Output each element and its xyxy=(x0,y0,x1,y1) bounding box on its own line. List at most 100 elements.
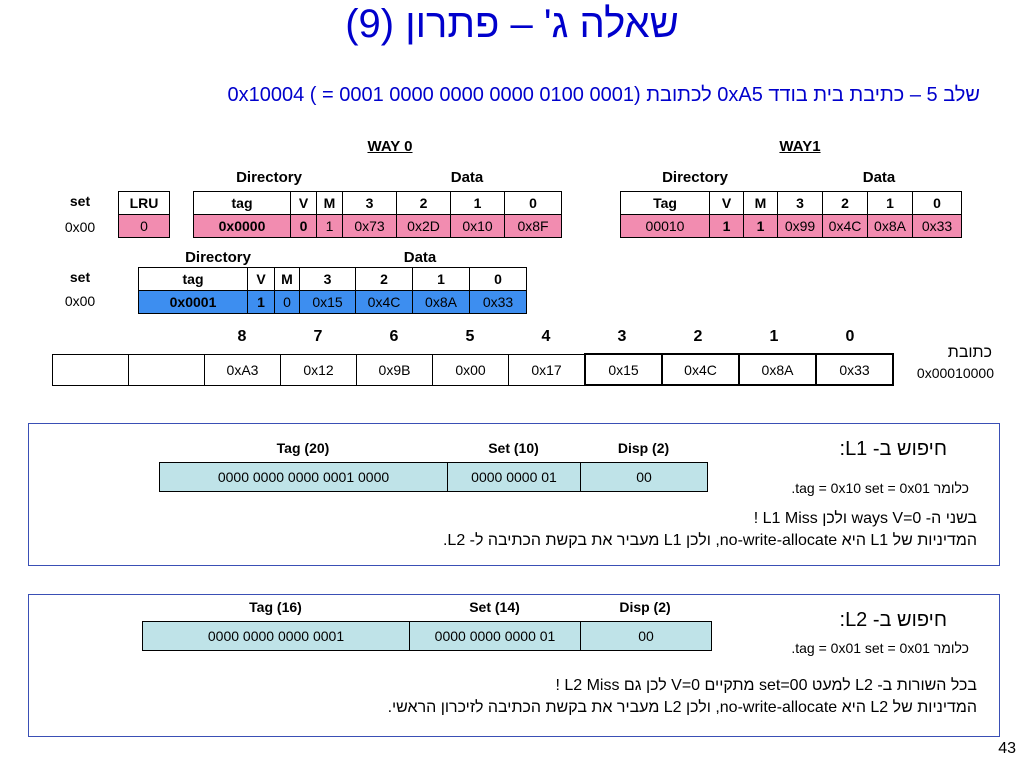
table-cell: 1 xyxy=(743,214,778,238)
step-subtitle: שלב 5 – כתיבת בית בודד 0xA5 לכתובת 0x100… xyxy=(227,84,980,106)
memory-index: 8 xyxy=(237,328,247,345)
l2-search-line1: בכל השורות ב- L2 למעט set=00 מתקיים V=0 … xyxy=(555,677,977,694)
table-cell: 1 xyxy=(247,290,275,314)
memory-cell: 0x00 xyxy=(432,353,509,386)
table-cell: 0x33 xyxy=(912,214,962,238)
l1-way1-directory-label: Directory xyxy=(662,169,728,186)
table-header: V xyxy=(247,267,275,291)
memory-address-label: כתובת xyxy=(947,344,992,361)
table-header: 1 xyxy=(412,267,470,291)
table-cell: 0x15 xyxy=(299,290,356,314)
l2-set-header: set xyxy=(69,269,91,285)
table-header: tag xyxy=(193,191,291,215)
table-header: 3 xyxy=(777,191,823,215)
table-header: V xyxy=(290,191,317,215)
table-header: M xyxy=(316,191,343,215)
memory-index: 3 xyxy=(617,328,627,345)
l2-search-meaning: כלומר tag = 0x01 set = 0x01. xyxy=(791,640,969,656)
memory-index: 4 xyxy=(541,328,551,345)
l1-search-meaning: כלומר tag = 0x10 set = 0x01. xyxy=(791,480,969,496)
address-field: 00 xyxy=(580,621,712,651)
table-header: 2 xyxy=(355,267,413,291)
l2-search-title: חיפוש ב- L2: xyxy=(839,609,948,631)
table-cell: 0x8A xyxy=(867,214,913,238)
memory-index: 7 xyxy=(313,328,323,345)
field-header: Disp (2) xyxy=(617,440,670,456)
field-header: Set (14) xyxy=(469,599,520,615)
l1-search-box: Tag (20) Set (10) Disp (2) 0000 0000 000… xyxy=(28,423,1000,566)
table-header: 2 xyxy=(822,191,868,215)
table-cell: 1 xyxy=(316,214,343,238)
l2-address-fields: 0000 0000 0000 0001 0000 0000 0000 01 00 xyxy=(142,621,712,651)
table-header: V xyxy=(709,191,744,215)
table-header: 0 xyxy=(469,267,527,291)
page-number: 43 xyxy=(998,740,1016,757)
table-cell: 0x0001 xyxy=(138,290,248,314)
l1-way1-data-label: Data xyxy=(862,169,896,186)
l1-search-title: חיפוש ב- L1: xyxy=(839,438,948,460)
field-header: Tag (16) xyxy=(249,599,302,615)
l1-way0-directory-label: Directory xyxy=(236,169,302,186)
memory-cell: 0x9B xyxy=(356,353,433,386)
memory-index: 5 xyxy=(465,328,475,345)
l1-lru-table: LRU 0 xyxy=(118,191,170,238)
page-title: שאלה ג' – פתרון (9) xyxy=(345,2,679,46)
table-header: Tag xyxy=(620,191,710,215)
l2-search-box: Tag (16) Set (14) Disp (2) 0000 0000 000… xyxy=(28,594,1000,737)
memory-cell: 0x33 xyxy=(815,353,894,386)
way0-label: WAY 0 xyxy=(367,138,413,155)
table-header: 1 xyxy=(450,191,505,215)
field-header: Disp (2) xyxy=(619,599,671,615)
table-cell: 0x99 xyxy=(777,214,823,238)
table-cell: 0x4C xyxy=(355,290,413,314)
table-cell: 0x10 xyxy=(450,214,505,238)
address-field: 0000 0000 0000 01 xyxy=(409,621,581,651)
table-cell: 00010 xyxy=(620,214,710,238)
memory-cell: 0x12 xyxy=(280,353,357,386)
table-cell: 0x8A xyxy=(412,290,470,314)
lru-header: LRU xyxy=(118,191,170,215)
table-header: 1 xyxy=(867,191,913,215)
memory-cell: 0x17 xyxy=(508,353,586,386)
memory-index: 2 xyxy=(693,328,703,345)
table-cell: 0x33 xyxy=(469,290,527,314)
l1-way1-table: Tag V M 3 2 1 0 00010 1 1 0x99 0x4C 0x8A… xyxy=(620,191,962,238)
memory-cell xyxy=(52,353,129,386)
table-cell: 0 xyxy=(290,214,317,238)
l1-set-header: set xyxy=(69,193,91,209)
memory-cell: 0xA3 xyxy=(204,353,281,386)
memory-cell: 0x8A xyxy=(738,353,817,386)
memory-address-value: 0x00010000 xyxy=(916,365,994,381)
l2-directory-label: Directory xyxy=(185,249,251,266)
table-header: 0 xyxy=(504,191,562,215)
field-header: Set (10) xyxy=(488,440,539,456)
l2-set-value: 0x00 xyxy=(64,293,96,309)
table-header: 2 xyxy=(396,191,451,215)
memory-cell: 0x15 xyxy=(584,353,663,386)
table-header: 3 xyxy=(342,191,397,215)
memory-cell: 0x4C xyxy=(661,353,740,386)
table-cell: 0x4C xyxy=(822,214,868,238)
memory-index: 6 xyxy=(389,328,399,345)
l2-table: tag V M 3 2 1 0 0x0001 1 0 0x15 0x4C 0x8… xyxy=(138,267,527,314)
l1-search-line2: המדיניות של L1 היא no-write-allocate, ול… xyxy=(442,532,977,549)
table-cell: 0x2D xyxy=(396,214,451,238)
memory-row: 0xA3 0x12 0x9B 0x00 0x17 0x15 0x4C 0x8A … xyxy=(52,353,894,386)
l1-set-value: 0x00 xyxy=(64,219,96,235)
table-header: M xyxy=(743,191,778,215)
address-field: 00 xyxy=(580,462,708,492)
address-field: 0000 0000 0000 0001 xyxy=(142,621,410,651)
memory-index: 1 xyxy=(769,328,779,345)
l1-way0-data-label: Data xyxy=(450,169,484,186)
field-header: Tag (20) xyxy=(276,440,330,456)
table-cell: 0x8F xyxy=(504,214,562,238)
table-header: tag xyxy=(138,267,248,291)
table-cell: 0 xyxy=(274,290,300,314)
way1-label: WAY1 xyxy=(779,138,821,155)
l1-way0-table: tag V M 3 2 1 0 0x0000 0 1 0x73 0x2D 0x1… xyxy=(193,191,562,238)
table-cell: 0x73 xyxy=(342,214,397,238)
table-header: 3 xyxy=(299,267,356,291)
l2-search-line2: המדיניות של L2 היא no-write-allocate, ול… xyxy=(387,699,977,716)
l1-search-line1: בשני ה- ways V=0 ולכן L1 Miss ! xyxy=(753,510,977,527)
table-cell: 1 xyxy=(709,214,744,238)
